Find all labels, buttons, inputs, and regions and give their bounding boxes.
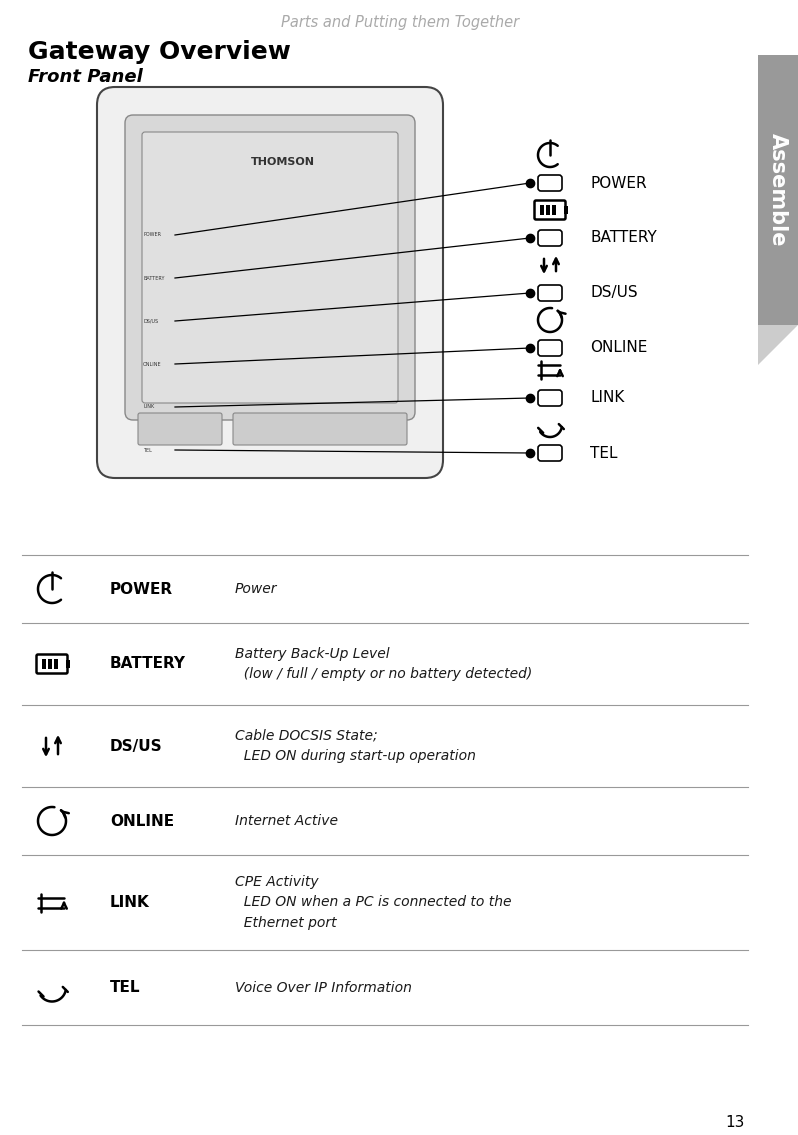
Text: TEL: TEL xyxy=(110,980,140,995)
Bar xyxy=(563,205,567,215)
Text: 13: 13 xyxy=(725,1115,745,1130)
Text: ONLINE: ONLINE xyxy=(143,362,162,367)
Bar xyxy=(54,659,58,669)
FancyBboxPatch shape xyxy=(233,413,407,445)
Text: Cable DOCSIS State;
  LED ON during start-up operation: Cable DOCSIS State; LED ON during start-… xyxy=(235,729,476,763)
Text: Parts and Putting them Together: Parts and Putting them Together xyxy=(281,15,519,30)
Text: THOMSON: THOMSON xyxy=(251,157,314,167)
Text: LINK: LINK xyxy=(143,404,154,410)
Text: Battery Back-Up Level
  (low / full / empty or no battery detected): Battery Back-Up Level (low / full / empt… xyxy=(235,647,532,681)
Text: BATTERY: BATTERY xyxy=(590,230,657,245)
Text: POWER: POWER xyxy=(143,233,161,237)
Text: DS/US: DS/US xyxy=(110,739,163,754)
Text: DS/US: DS/US xyxy=(590,286,638,301)
Text: CPE Activity
  LED ON when a PC is connected to the
  Ethernet port: CPE Activity LED ON when a PC is connect… xyxy=(235,875,512,930)
Text: Power: Power xyxy=(235,582,278,596)
Bar xyxy=(65,659,69,669)
FancyBboxPatch shape xyxy=(138,413,222,445)
FancyBboxPatch shape xyxy=(125,115,415,420)
Text: BATTERY: BATTERY xyxy=(110,656,186,672)
Text: ONLINE: ONLINE xyxy=(110,814,174,829)
Text: Front Panel: Front Panel xyxy=(28,68,143,86)
Text: TEL: TEL xyxy=(143,447,152,453)
Text: BATTERY: BATTERY xyxy=(143,276,164,280)
Text: Internet Active: Internet Active xyxy=(235,814,338,829)
Bar xyxy=(552,205,556,215)
Bar xyxy=(42,659,46,669)
Text: TEL: TEL xyxy=(590,446,618,461)
Polygon shape xyxy=(758,325,798,365)
Text: Voice Over IP Information: Voice Over IP Information xyxy=(235,981,412,994)
Text: Assemble: Assemble xyxy=(768,133,788,246)
Bar xyxy=(546,205,550,215)
Text: DS/US: DS/US xyxy=(143,319,158,323)
FancyBboxPatch shape xyxy=(142,132,398,403)
Text: POWER: POWER xyxy=(110,581,173,597)
Text: ONLINE: ONLINE xyxy=(590,340,647,355)
Bar xyxy=(540,205,544,215)
FancyBboxPatch shape xyxy=(97,87,443,478)
Text: POWER: POWER xyxy=(590,176,646,191)
Text: LINK: LINK xyxy=(590,390,624,405)
Bar xyxy=(758,54,798,325)
Bar xyxy=(48,659,52,669)
Text: LINK: LINK xyxy=(110,896,150,910)
Text: Gateway Overview: Gateway Overview xyxy=(28,40,291,64)
